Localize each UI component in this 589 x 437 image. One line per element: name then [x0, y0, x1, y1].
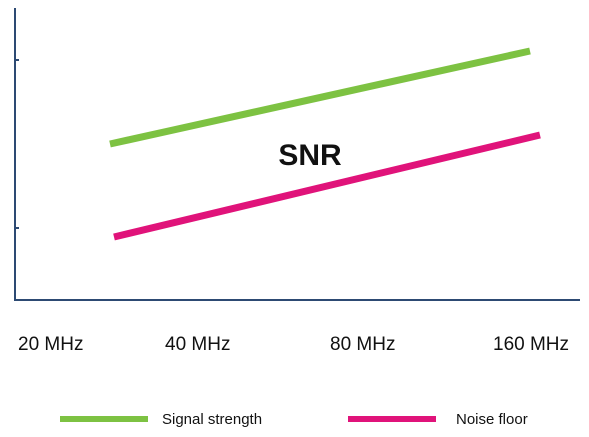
- axes: [14, 8, 580, 301]
- x-tick-labels: 20 MHz 40 MHz 80 MHz 160 MHz: [18, 334, 569, 355]
- series-line-noise-floor: [113, 131, 541, 241]
- legend-label: Noise floor: [456, 411, 528, 428]
- legend-label: Signal strength: [162, 411, 262, 428]
- series-lines: [109, 47, 541, 241]
- snr-annotation: SNR: [278, 139, 342, 172]
- series-line-signal-strength: [109, 47, 531, 148]
- legend: Signal strength Noise floor: [60, 411, 528, 428]
- x-tick-label: 40 MHz: [165, 334, 230, 355]
- x-tick-label: 20 MHz: [18, 334, 83, 355]
- x-tick-label: 80 MHz: [330, 334, 395, 355]
- x-tick-label: 160 MHz: [493, 334, 569, 355]
